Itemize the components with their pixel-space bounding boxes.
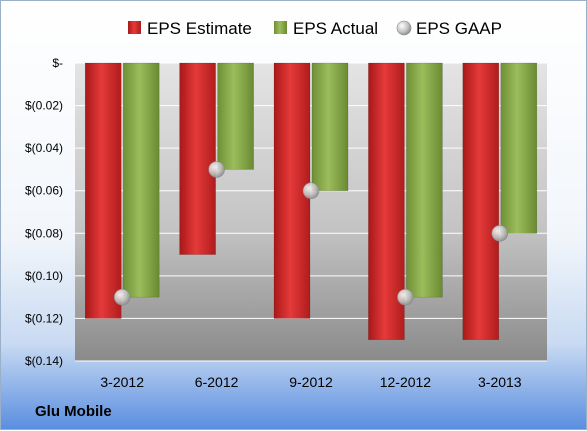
legend-label-estimate: EPS Estimate [147, 19, 252, 38]
legend-swatch-estimate [128, 21, 141, 34]
legend-item-gaap: EPS GAAP [396, 19, 502, 38]
x-tick-label: 6-2012 [195, 374, 239, 390]
legend-item-estimate: EPS Estimate [128, 19, 252, 38]
marker-eps-gaap [208, 161, 225, 178]
legend-swatch-gaap [396, 20, 412, 36]
x-axis: 3-2012 6-2012 9-2012 12-2012 3-2013 [100, 374, 521, 390]
bar-eps-estimate [462, 62, 500, 340]
legend-item-actual: EPS Actual [274, 19, 378, 38]
bar-eps-estimate [84, 62, 122, 319]
marker-eps-gaap [113, 288, 131, 306]
markers [113, 161, 509, 306]
y-tick-label: $(0.08) [25, 226, 63, 240]
bar-eps-actual [217, 62, 254, 170]
x-tick-label: 12-2012 [380, 374, 432, 390]
bars [84, 62, 538, 340]
legend: EPS Estimate EPS Actual EPS GAAP [128, 19, 502, 38]
marker-eps-gaap [302, 182, 320, 200]
marker-eps-gaap [491, 224, 509, 242]
y-tick-label: $(0.06) [25, 184, 63, 198]
bar-eps-actual [406, 62, 443, 298]
bar-eps-actual [311, 62, 349, 191]
y-tick-label: $- [52, 56, 63, 70]
bar-eps-actual [122, 62, 160, 298]
y-tick-label: $(0.02) [25, 99, 63, 113]
bar-eps-estimate [179, 62, 216, 255]
y-tick-label: $(0.14) [25, 354, 63, 368]
marker-eps-gaap [397, 288, 414, 306]
bar-eps-actual [500, 62, 538, 234]
y-axis: $- $(0.02) $(0.04) $(0.06) $(0.08) $(0.10) $(0… [25, 56, 63, 368]
y-tick-label: $(0.04) [25, 141, 63, 155]
x-tick-label: 3-2012 [100, 374, 144, 390]
x-tick-label: 9-2012 [289, 374, 333, 390]
legend-swatch-actual [274, 21, 287, 34]
legend-label-actual: EPS Actual [293, 19, 378, 38]
y-tick-label: $(0.12) [25, 311, 63, 325]
y-tick-label: $(0.10) [25, 269, 63, 283]
x-tick-label: 3-2013 [478, 374, 522, 390]
company-label: Glu Mobile [35, 403, 112, 420]
legend-label-gaap: EPS GAAP [416, 19, 502, 38]
